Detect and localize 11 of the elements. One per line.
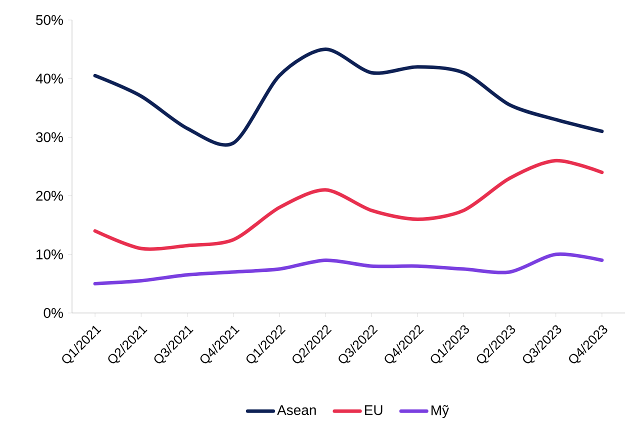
line-series xyxy=(93,158,604,251)
legend-label: EU xyxy=(364,405,382,416)
y-tick-label: 10% xyxy=(36,249,63,260)
y-tick-label: 20% xyxy=(36,190,63,201)
line-series xyxy=(93,252,604,286)
y-tick-label: 0% xyxy=(44,308,63,318)
y-tick-label: 30% xyxy=(36,132,63,142)
legend-label: Asean xyxy=(277,405,316,416)
legend-label: Mỹ xyxy=(432,405,450,418)
y-tick-label: 50% xyxy=(36,15,63,25)
y-tick-label: 40% xyxy=(36,74,63,84)
